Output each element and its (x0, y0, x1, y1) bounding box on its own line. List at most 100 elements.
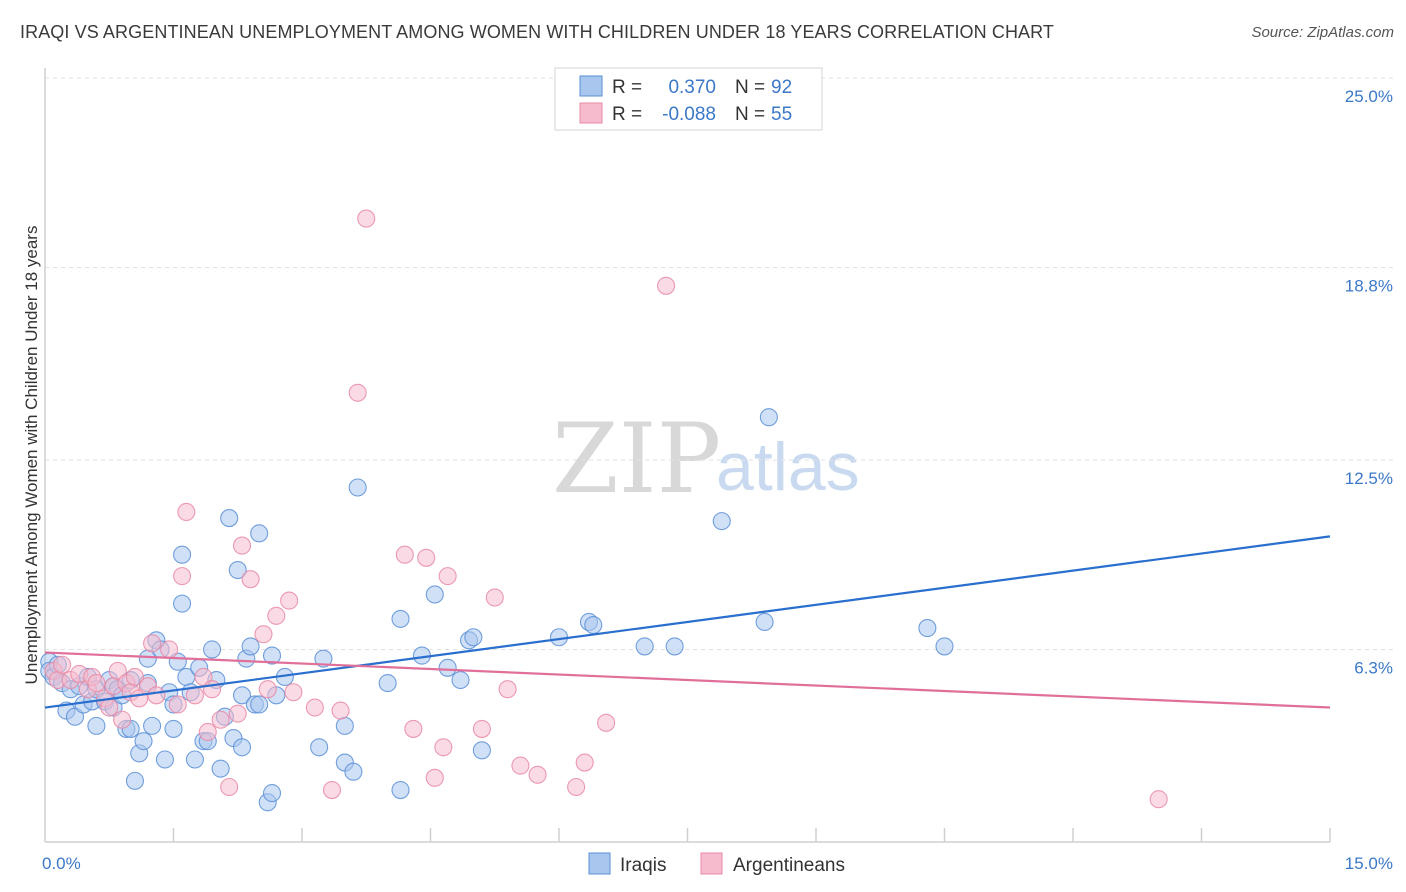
legend-r-label-iraqis: R = (612, 77, 642, 98)
bottom-legend-swatch-iraqis (588, 852, 611, 875)
argentinean-point-27 (203, 680, 222, 699)
argentinean-point-39 (322, 780, 342, 800)
argentinean-point-40 (331, 701, 350, 720)
iraqi-point-68 (348, 478, 367, 497)
correlation-legend: R = 0.370 N = 92 R = -0.088 N = 55 (554, 67, 823, 131)
iraqi-point-37 (173, 594, 192, 613)
y-tick-label-2: 18.8% (1345, 276, 1393, 295)
watermark-zip: ZIP (552, 403, 721, 515)
argentinean-point-7 (87, 674, 106, 693)
legend-r-value-argentineans: -0.088 (662, 104, 716, 125)
iraqi-point-87 (918, 619, 937, 638)
chart-title: IRAQI VS ARGENTINEAN UNEMPLOYMENT AMONG … (20, 22, 1055, 42)
series-legend: Iraqis Argentineans (588, 852, 845, 876)
x-ticks (172, 828, 1331, 842)
argentinean-point-33 (254, 625, 273, 644)
argentinean-point-57 (657, 276, 676, 295)
argentinean-point-23 (177, 502, 196, 522)
iraqi-point-78 (472, 741, 491, 760)
iraqi-point-28 (143, 716, 162, 735)
iraqi-point-33 (164, 719, 183, 738)
iraqi-point-50 (228, 560, 247, 580)
y-tick-label-3: 25.0% (1345, 87, 1393, 106)
iraqi-point-12 (87, 716, 106, 735)
legend-r-label-argentineans: R = (612, 104, 642, 125)
legend-n-label-iraqis: N = (735, 77, 765, 98)
iraqi-point-63 (310, 738, 329, 757)
iraqi-point-57 (250, 695, 269, 714)
argentinean-point-9 (100, 698, 119, 717)
argentinean-point-44 (404, 719, 423, 738)
source-credit: Source: ZipAtlas.com (1251, 24, 1394, 41)
argentinean-trend-line (44, 651, 1331, 709)
iraqi-point-77 (464, 628, 483, 647)
argentinean-point-38 (305, 698, 324, 717)
argentinean-point-21 (168, 695, 187, 714)
iraqi-point-7 (65, 707, 85, 726)
iraqi-point-75 (451, 670, 470, 690)
bottom-legend-label-iraqis: Iraqis (620, 855, 666, 876)
iraqi-point-51 (232, 738, 252, 757)
argentinean-point-53 (528, 765, 547, 784)
argentinean-point-11 (108, 661, 127, 680)
iraqi-point-44 (203, 640, 222, 659)
iraqi-point-71 (391, 780, 410, 800)
iraqi-point-59 (262, 646, 282, 665)
iraqi-point-54 (241, 637, 260, 656)
argentinean-point-2 (53, 655, 72, 674)
argentinean-point-28 (211, 710, 230, 729)
argentinean-point-56 (597, 713, 616, 732)
argentinean-point-36 (280, 591, 299, 610)
iraqi-point-66 (335, 716, 354, 735)
argentinean-point-50 (485, 588, 504, 607)
argentinean-point-49 (472, 719, 491, 738)
iraqi-point-46 (211, 759, 230, 778)
iraqi-point-52 (232, 686, 252, 705)
argentinean-point-34 (258, 680, 277, 699)
bottom-legend-label-argentineans: Argentineans (733, 855, 845, 876)
iraqi-point-67 (344, 762, 363, 781)
legend-swatch-iraqis (579, 75, 603, 97)
iraqi-point-84 (712, 512, 731, 531)
argentinean-point-12 (113, 710, 132, 729)
y-tick-label-0: 6.3% (1354, 658, 1393, 677)
iraqi-point-31 (155, 750, 174, 769)
argentinean-point-37 (284, 683, 303, 702)
argentinean-point-30 (228, 704, 247, 723)
x-tick-label-max: 15.0% (1345, 854, 1393, 873)
iraqi-point-81 (584, 615, 603, 635)
argentinean-point-43 (395, 545, 414, 564)
iraqi-point-73 (425, 585, 444, 604)
iraqi-point-74 (438, 658, 457, 677)
y-tick-labels: 6.3% 12.5% 18.8% 25.0% (1345, 87, 1393, 677)
argentinean-point-55 (575, 753, 594, 772)
argentinean-point-41 (348, 383, 367, 402)
x-tick-label-min: 0.0% (42, 854, 81, 873)
argentinean-point-31 (232, 536, 252, 555)
iraqi-point-56 (250, 524, 269, 543)
iraqi-point-64 (314, 649, 333, 668)
iraqi-point-36 (173, 545, 192, 564)
argentinean-point-22 (173, 567, 192, 586)
legend-n-value-iraqis: 92 (771, 77, 792, 98)
iraqi-point-70 (391, 609, 410, 628)
iraqi-point-25 (134, 732, 153, 751)
argentinean-point-26 (198, 722, 217, 742)
argentinean-point-47 (434, 738, 453, 757)
grid-lines (45, 77, 1393, 650)
argentinean-point-32 (241, 570, 260, 589)
iraqi-point-40 (185, 750, 204, 769)
argentinean-point-46 (425, 768, 444, 787)
trend-lines (44, 535, 1331, 709)
argentinean-point-45 (417, 548, 436, 567)
argentinean-point-52 (511, 756, 530, 775)
y-axis-label: Unemployment Among Women with Children U… (22, 226, 41, 685)
legend-swatch-argentineans (579, 102, 603, 124)
argentinean-point-42 (357, 209, 376, 228)
argentinean-point-35 (267, 606, 286, 625)
argentinean-point-54 (567, 777, 586, 797)
argentinean-point-20 (160, 640, 179, 659)
data-points (40, 209, 1168, 812)
argentinean-point-19 (147, 686, 166, 705)
